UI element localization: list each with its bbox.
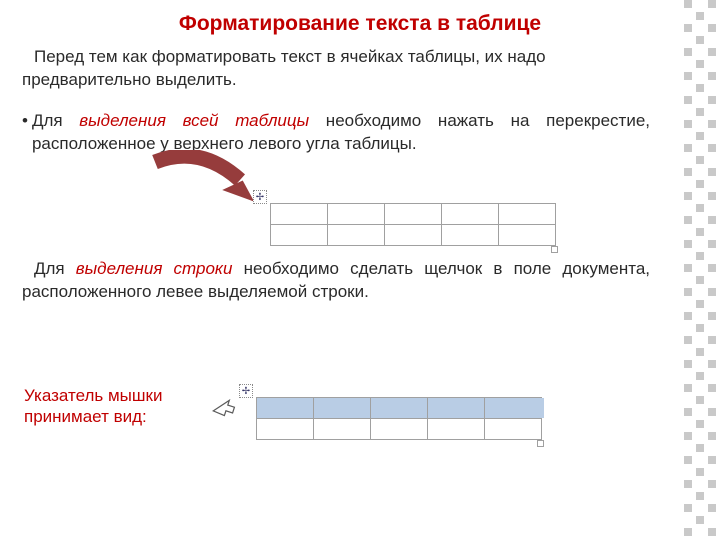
bullet-dot: • [22,110,28,156]
bullet-1-pre: Для [32,111,79,130]
bullet-1-text: Для выделения всей таблицы необходимо на… [32,110,650,156]
resize-handle-icon [551,246,558,253]
cursor-arrow-icon [212,396,236,418]
cursor-label-line2: принимает вид: [24,407,147,426]
table-row [271,204,556,225]
table-row [257,419,542,440]
cursor-label: Указатель мышки принимает вид: [24,385,162,428]
example-table-2 [256,397,542,440]
bullet-1: • Для выделения всей таблицы необходимо … [0,92,720,156]
table-row [271,225,556,246]
page-title: Форматирование текста в таблице [0,0,720,36]
selection-overflow [536,398,544,418]
intro-text: Перед тем как форматировать текст в ячей… [0,36,720,92]
side-pattern [684,0,720,540]
curved-arrow-icon [140,150,280,220]
cursor-label-line1: Указатель мышки [24,386,162,405]
resize-handle-icon-2 [537,440,544,447]
table-move-handle[interactable]: ✢ [253,190,267,204]
p2-emph: выделения строки [76,259,233,278]
table-row-selected [257,398,542,419]
p2-pre: Для [34,259,76,278]
bullet-1-emph: выделения всей таблицы [79,111,309,130]
example-table-1 [270,203,556,246]
table-move-handle-2[interactable]: ✢ [239,384,253,398]
